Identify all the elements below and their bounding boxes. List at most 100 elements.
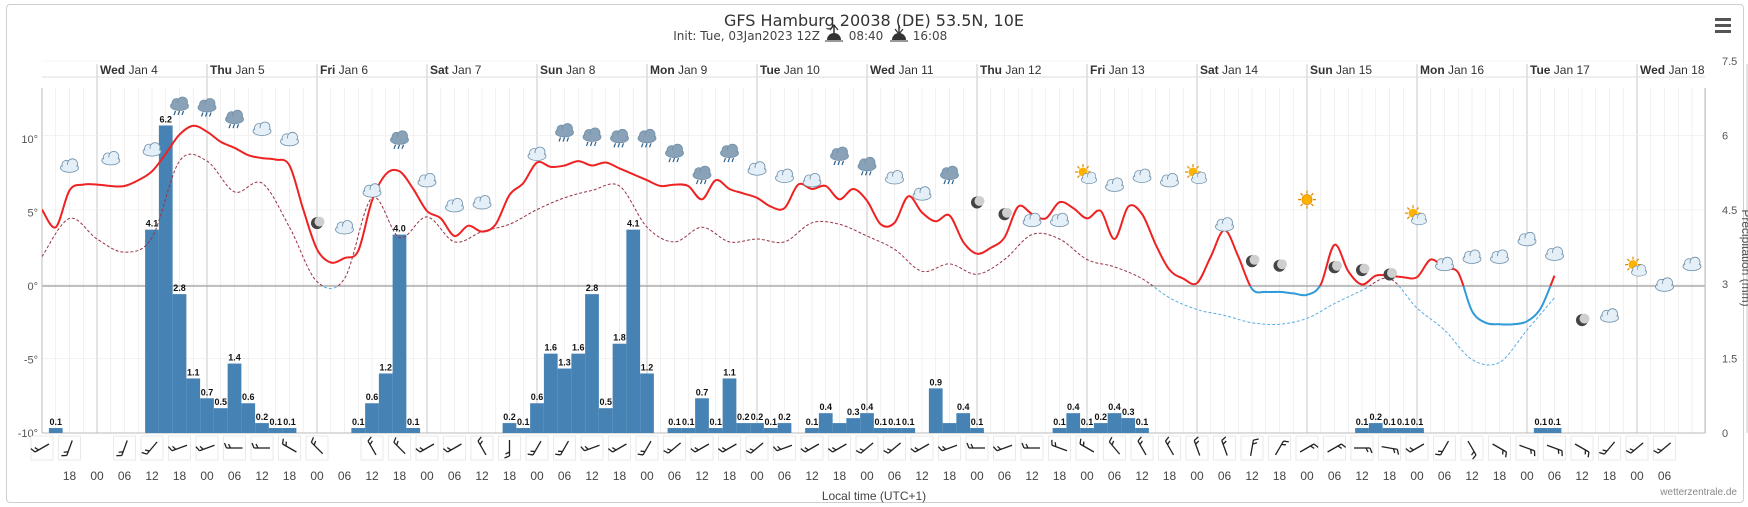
cloud-rain-icon — [830, 146, 849, 166]
hour-label: 18 — [1383, 469, 1397, 483]
wind-barb-icon — [937, 444, 958, 452]
precip-bar — [1533, 428, 1548, 433]
precip-bar — [530, 403, 544, 433]
precip-label: 0.3 — [847, 407, 860, 417]
wind-barb-icon — [690, 443, 710, 453]
day-label: Thu Jan 12 — [980, 63, 1042, 77]
wind-barb-icon — [1435, 440, 1450, 456]
hour-label: 00 — [1520, 469, 1534, 483]
wind-barb-icon — [1299, 443, 1319, 453]
precip-label: 0.1 — [269, 417, 282, 427]
wind-barb-icon — [1653, 442, 1672, 454]
hour-label: 00 — [200, 469, 214, 483]
precip-bar — [392, 234, 407, 433]
precip-label: 0.6 — [242, 392, 255, 402]
cloud-icon — [1105, 177, 1124, 192]
precip-bar — [365, 403, 379, 433]
hour-label: 06 — [778, 469, 792, 483]
precip-bar — [1382, 428, 1397, 433]
moon-icon — [971, 196, 985, 209]
hamburger-menu-icon[interactable] — [1715, 18, 1731, 33]
wind-barb-icon — [827, 443, 847, 453]
cloud-rain-icon — [390, 130, 409, 150]
wind-barb-icon — [607, 443, 627, 453]
precip-label: 0.6 — [366, 392, 379, 402]
wind-barb-icon — [1381, 445, 1400, 455]
hour-label: 18 — [393, 469, 407, 483]
precip-bar — [928, 388, 943, 433]
precipitation-bars: 0.14.16.22.81.10.70.51.40.60.2 0.1 0.1 0.10… — [48, 114, 1562, 433]
wind-barb-icon — [1327, 443, 1347, 453]
wind-barb-icon — [580, 444, 600, 452]
wind-barb-icon — [1137, 436, 1147, 456]
precip-bar — [571, 353, 586, 433]
cloud-icon — [101, 150, 121, 166]
credit-label[interactable]: wetterzentrale.de — [1659, 487, 1737, 498]
cloud-rain-icon — [665, 143, 684, 163]
hour-label: 00 — [1410, 469, 1424, 483]
precip-bar — [48, 428, 63, 433]
precip-label: 0.5 — [599, 397, 612, 407]
y-tick-right: 4.5 — [1722, 205, 1737, 217]
hour-label: 06 — [1108, 469, 1122, 483]
sunrise-time: 08:40 — [849, 29, 884, 43]
moon-icon — [998, 207, 1012, 221]
cloud-icon — [1132, 168, 1152, 183]
wind-barb-icon — [367, 436, 377, 456]
precip-bar — [1080, 428, 1094, 433]
cloud-rain-icon — [720, 143, 739, 163]
cloud-icon — [1545, 246, 1564, 261]
precip-label: 2.8 — [586, 283, 599, 293]
cloud-rain-icon — [857, 156, 877, 176]
hour-label: 12 — [1465, 469, 1479, 483]
precip-label: 0.1 — [1411, 417, 1424, 427]
wind-barb-icon — [1625, 442, 1644, 454]
sun-cloud-icon — [1625, 256, 1647, 277]
wind-barb-icon — [30, 443, 50, 453]
wind-barb-icon — [555, 440, 570, 456]
precip-label: 0.1 — [1356, 417, 1369, 427]
cloud-rain-icon — [610, 128, 629, 148]
hour-label: 06 — [998, 469, 1012, 483]
precip-label: 1.1 — [187, 367, 200, 377]
precip-label: 0.9 — [929, 377, 942, 387]
precip-label: 4.1 — [627, 219, 640, 229]
hour-label: 18 — [173, 469, 187, 483]
hour-label: 12 — [1245, 469, 1259, 483]
cloud-rain-icon — [225, 109, 244, 129]
precip-label: 1.6 — [572, 343, 585, 353]
precip-label: 0.2 — [256, 412, 269, 422]
temperature-line-above-zero — [42, 124, 1556, 286]
precip-bar — [887, 428, 902, 433]
precip-label: 0.6 — [531, 392, 544, 402]
precip-bar — [832, 423, 847, 433]
y-tick-right: 6 — [1722, 130, 1728, 142]
precip-label: 0.1 — [407, 417, 420, 427]
precip-label: 0.4 — [1108, 402, 1121, 412]
hour-label: 18 — [943, 469, 957, 483]
cloud-rain-icon — [197, 98, 217, 117]
moon-icon — [1328, 260, 1342, 274]
hour-label: 00 — [1190, 469, 1204, 483]
wind-row — [30, 435, 1676, 461]
hour-label: 18 — [1273, 469, 1287, 483]
y-tick-left: -5° — [24, 355, 38, 367]
hour-label: 18 — [283, 469, 297, 483]
wind-barb-icon — [281, 438, 297, 453]
cloud-icon — [885, 170, 904, 185]
hour-label: 18 — [1493, 469, 1507, 483]
wind-barb-icon — [717, 443, 737, 453]
wind-barb-icon — [415, 443, 435, 453]
precip-label: 0.2 — [778, 412, 791, 422]
precip-label: 2.8 — [173, 283, 186, 293]
y-tick-left: 10° — [21, 134, 38, 146]
hour-label: 00 — [640, 469, 654, 483]
precip-label: 0.1 — [1136, 417, 1149, 427]
precip-bar — [186, 378, 201, 433]
precip-bar — [213, 408, 228, 433]
y-axis-right-title: Precipitation (mm) — [1739, 209, 1748, 306]
cloud-icon — [747, 161, 767, 176]
wind-barb-icon — [637, 440, 652, 456]
wind-barb-icon — [1079, 438, 1095, 453]
wind-barb-icon — [772, 444, 793, 452]
